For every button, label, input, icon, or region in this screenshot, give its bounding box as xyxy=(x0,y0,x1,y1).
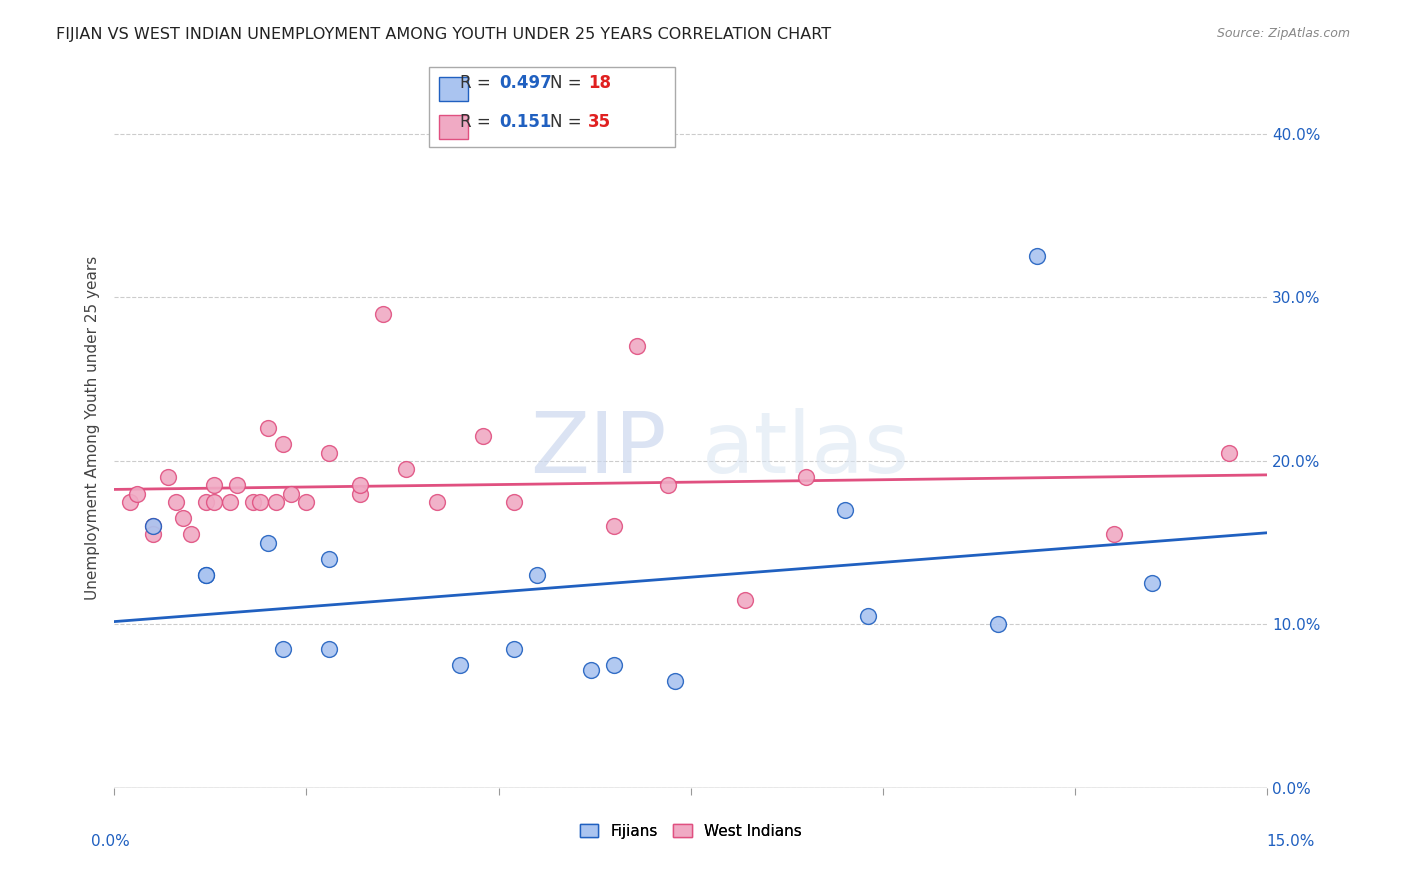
Point xyxy=(834,503,856,517)
Point xyxy=(142,519,165,533)
Point xyxy=(626,339,648,353)
Point xyxy=(603,519,626,533)
Point xyxy=(349,478,371,492)
Point xyxy=(202,494,225,508)
Point xyxy=(426,494,449,508)
Text: 0.151: 0.151 xyxy=(499,113,551,131)
Y-axis label: Unemployment Among Youth under 25 years: Unemployment Among Youth under 25 years xyxy=(86,256,100,600)
Point xyxy=(257,421,280,435)
Point xyxy=(195,568,218,582)
Point xyxy=(156,470,179,484)
Text: atlas: atlas xyxy=(702,409,910,491)
Point xyxy=(1218,445,1240,459)
Text: 35: 35 xyxy=(588,113,610,131)
Point xyxy=(449,658,471,673)
Point xyxy=(664,674,686,689)
Point xyxy=(165,494,187,508)
Point xyxy=(1102,527,1125,541)
Point xyxy=(264,494,287,508)
Point xyxy=(273,641,295,656)
Point xyxy=(503,494,526,508)
Text: N =: N = xyxy=(550,113,586,131)
Point xyxy=(118,494,141,508)
Point xyxy=(249,494,271,508)
Point xyxy=(242,494,264,508)
Point xyxy=(856,609,879,624)
Point xyxy=(202,478,225,492)
Point xyxy=(579,663,602,677)
Point xyxy=(280,486,302,500)
Point xyxy=(472,429,495,443)
Point xyxy=(349,486,371,500)
Text: 18: 18 xyxy=(588,74,610,92)
Point xyxy=(503,641,526,656)
Point xyxy=(987,617,1010,632)
Point xyxy=(734,592,756,607)
Point xyxy=(395,462,418,476)
Point xyxy=(526,568,548,582)
Text: 0.0%: 0.0% xyxy=(91,834,131,849)
Text: R =: R = xyxy=(460,113,501,131)
FancyBboxPatch shape xyxy=(429,67,675,147)
Point xyxy=(172,511,194,525)
Point xyxy=(273,437,295,451)
Point xyxy=(295,494,318,508)
Text: ZIP: ZIP xyxy=(530,409,666,491)
Point xyxy=(1140,576,1163,591)
Point xyxy=(218,494,240,508)
Text: 15.0%: 15.0% xyxy=(1267,834,1315,849)
Point xyxy=(226,478,249,492)
Text: FIJIAN VS WEST INDIAN UNEMPLOYMENT AMONG YOUTH UNDER 25 YEARS CORRELATION CHART: FIJIAN VS WEST INDIAN UNEMPLOYMENT AMONG… xyxy=(56,27,831,42)
Point xyxy=(142,527,165,541)
Point xyxy=(127,486,149,500)
Point xyxy=(318,641,340,656)
Point xyxy=(373,307,395,321)
Point xyxy=(180,527,202,541)
Text: R =: R = xyxy=(460,74,496,92)
Point xyxy=(603,658,626,673)
Point xyxy=(257,535,280,549)
Point xyxy=(195,568,218,582)
Text: Source: ZipAtlas.com: Source: ZipAtlas.com xyxy=(1216,27,1350,40)
Point xyxy=(195,494,218,508)
Point xyxy=(794,470,817,484)
Text: N =: N = xyxy=(550,74,586,92)
Point xyxy=(318,445,340,459)
Text: 0.497: 0.497 xyxy=(499,74,553,92)
Point xyxy=(657,478,679,492)
Point xyxy=(142,519,165,533)
Point xyxy=(318,552,340,566)
Legend: Fijians, West Indians: Fijians, West Indians xyxy=(574,817,807,845)
Bar xyxy=(439,115,468,139)
Point xyxy=(1025,250,1047,264)
Bar xyxy=(439,77,468,101)
